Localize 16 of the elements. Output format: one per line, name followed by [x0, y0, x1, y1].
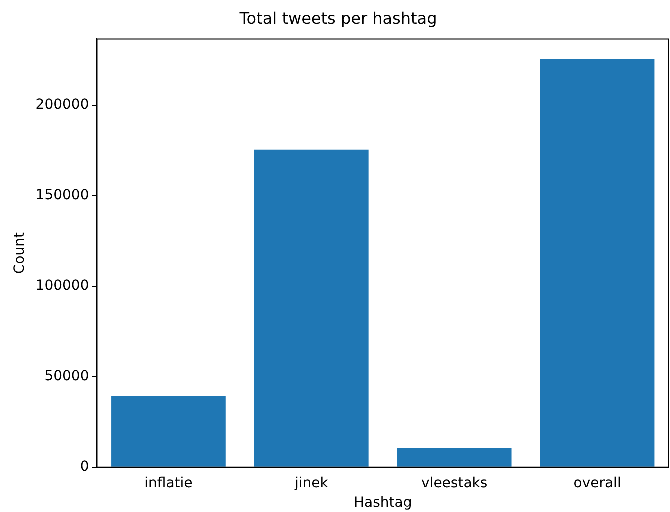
y-axis-title: Count — [12, 232, 28, 274]
x-tick-label: vleestaks — [422, 475, 488, 492]
bar — [397, 448, 512, 467]
y-tick-label: 200000 — [36, 97, 90, 114]
x-tick-label: overall — [574, 475, 622, 492]
chart-title: Total tweets per hashtag — [238, 8, 438, 28]
y-tick-label: 150000 — [36, 188, 90, 204]
y-tick-label: 50000 — [44, 368, 90, 385]
bar — [254, 150, 369, 467]
x-tick-label: jinek — [294, 475, 330, 492]
x-tick-label: inflatie — [144, 475, 193, 492]
x-axis-title: Hashtag — [354, 495, 412, 512]
y-tick-label: 0 — [80, 459, 90, 476]
y-tick-label: 100000 — [36, 278, 90, 294]
bar — [540, 59, 655, 467]
bar — [112, 396, 226, 467]
